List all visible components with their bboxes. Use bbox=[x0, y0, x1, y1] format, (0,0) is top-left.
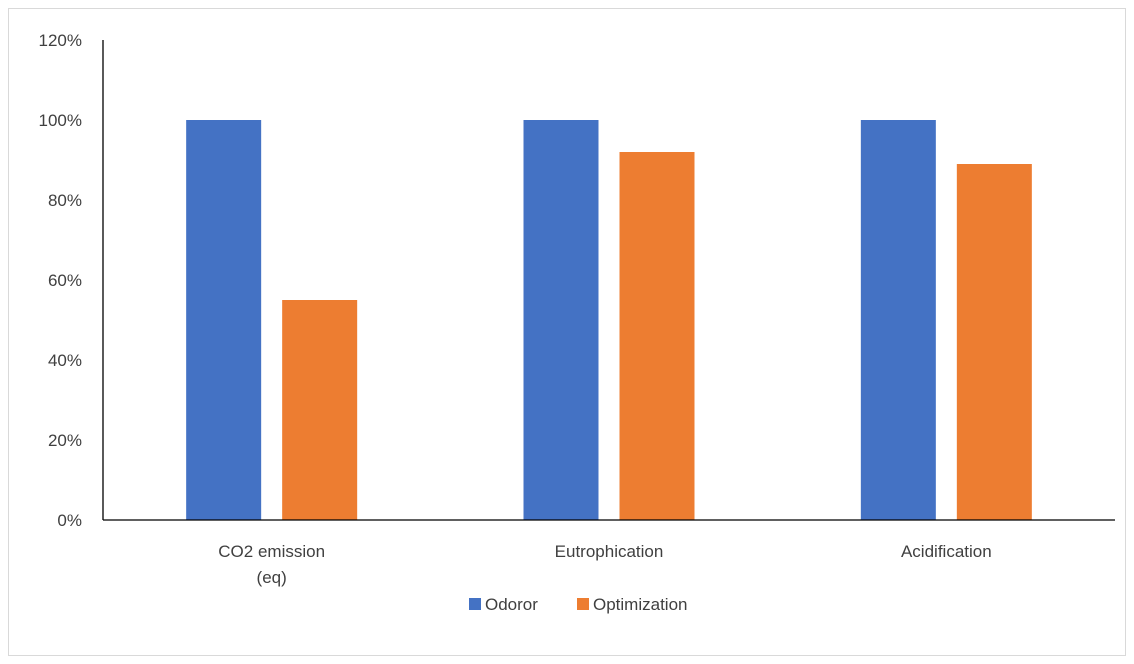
y-tick-label: 40% bbox=[48, 351, 82, 370]
legend-swatch-odoror bbox=[469, 598, 481, 610]
bar-optimization-0 bbox=[282, 300, 358, 520]
chart-frame: 0% 20% 40% 60% 80% 100% 120% CO2 emission (eq) E… bbox=[8, 8, 1126, 656]
y-tick-label: 100% bbox=[39, 111, 82, 130]
bar-odoror-2 bbox=[860, 120, 936, 520]
legend-label-odoror: Odoror bbox=[485, 595, 538, 614]
y-tick-label: 120% bbox=[39, 31, 82, 50]
bar-odoror-1 bbox=[523, 120, 599, 520]
y-tick-label: 20% bbox=[48, 431, 82, 450]
x-tick-label: Eutrophication bbox=[555, 542, 664, 561]
legend-swatch-optimization bbox=[577, 598, 589, 610]
bar-optimization-1 bbox=[619, 152, 695, 520]
y-tick-label: 80% bbox=[48, 191, 82, 210]
y-tick-label: 60% bbox=[48, 271, 82, 290]
y-tick-label: 0% bbox=[57, 511, 82, 530]
legend: Odoror Optimization bbox=[469, 595, 687, 614]
bar-optimization-2 bbox=[956, 164, 1032, 520]
y-axis-tick-labels: 0% 20% 40% 60% 80% 100% 120% bbox=[39, 31, 82, 530]
x-axis-category-labels: CO2 emission (eq) Eutrophication Acidificat… bbox=[218, 542, 991, 587]
bars bbox=[186, 120, 1032, 520]
x-tick-label: Acidification bbox=[901, 542, 992, 561]
legend-label-optimization: Optimization bbox=[593, 595, 687, 614]
x-tick-label: CO2 emission (eq) bbox=[218, 542, 325, 587]
bar-chart: 0% 20% 40% 60% 80% 100% 120% CO2 emission (eq) E… bbox=[39, 31, 1115, 614]
bar-odoror-0 bbox=[186, 120, 262, 520]
